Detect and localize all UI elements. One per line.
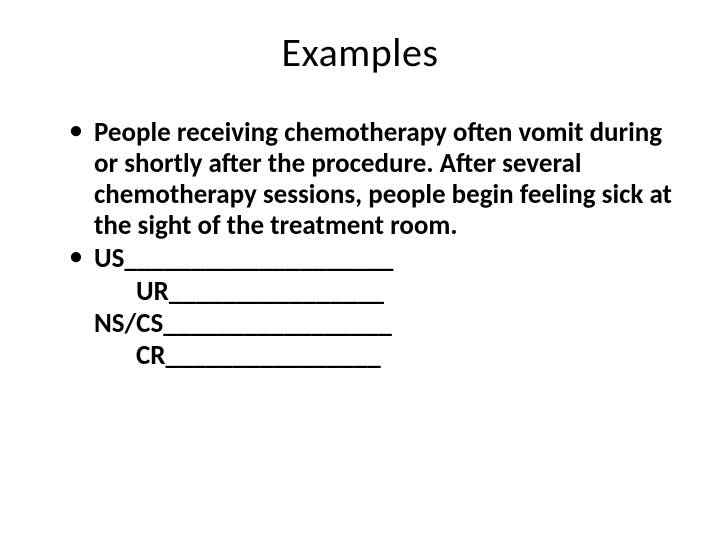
fill-row-ur: UR________________ bbox=[94, 276, 680, 308]
bullet-item: US____________________ bbox=[70, 243, 680, 274]
bullet-item: People receiving chemotherapy often vomi… bbox=[70, 117, 680, 241]
fill-row-cr: CR________________ bbox=[94, 340, 680, 372]
fill-row-nscs: NS/CS_________________ bbox=[94, 308, 680, 340]
slide-body: People receiving chemotherapy often vomi… bbox=[40, 117, 680, 372]
fill-in-lines: UR________________ NS/CS________________… bbox=[70, 276, 680, 372]
slide: Examples People receiving chemotherapy o… bbox=[0, 0, 720, 540]
slide-title: Examples bbox=[40, 28, 680, 77]
bullet-list: People receiving chemotherapy often vomi… bbox=[70, 117, 680, 274]
